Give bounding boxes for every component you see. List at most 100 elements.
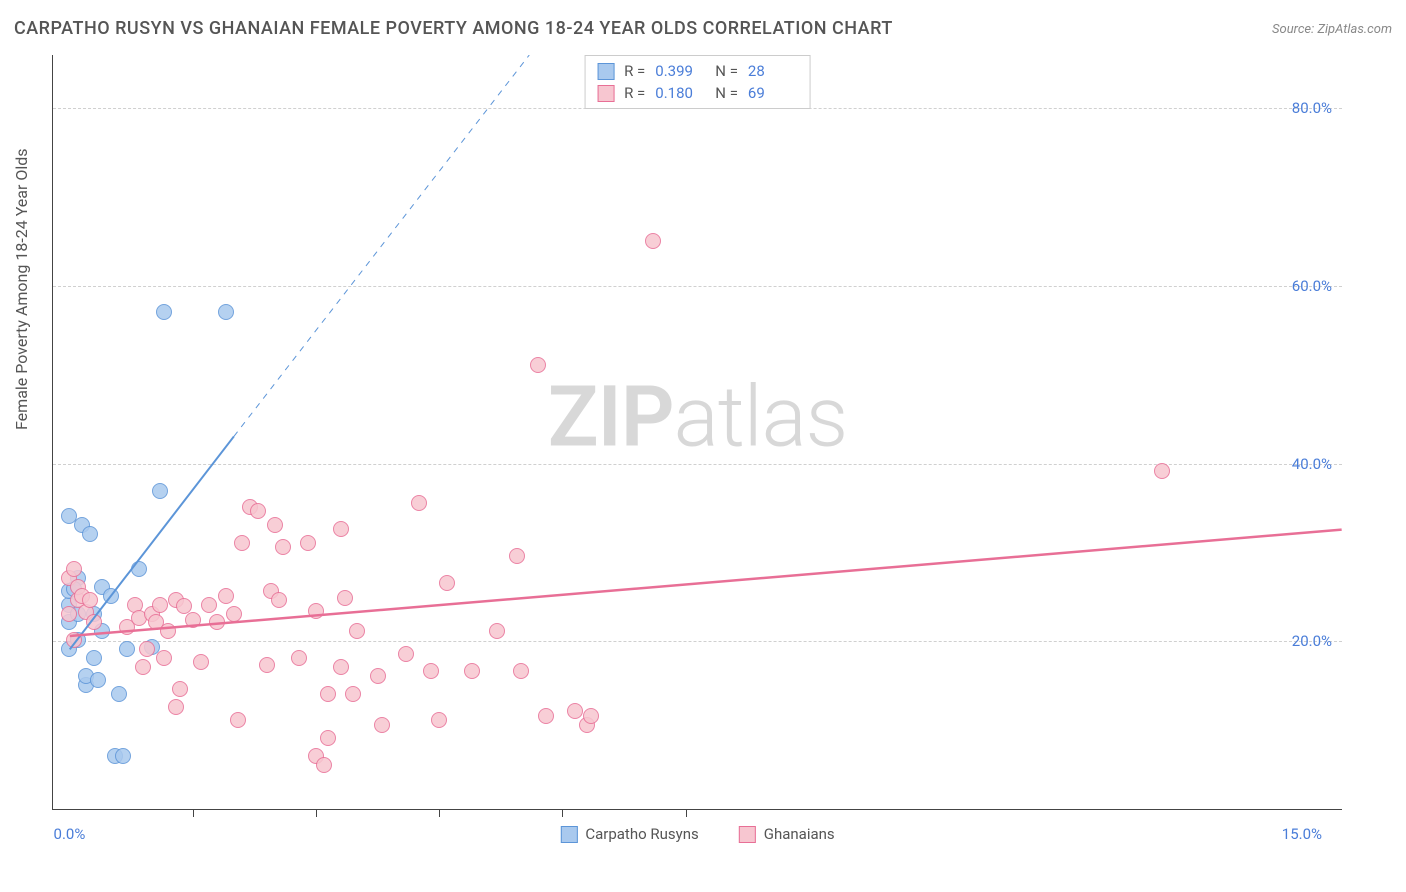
r-label: R = [624, 84, 645, 102]
data-point [370, 668, 386, 684]
x-tick-mark [316, 809, 317, 817]
legend-item: Carpatho Rusyns [560, 825, 698, 843]
data-point [226, 606, 242, 622]
data-point [530, 357, 546, 373]
source-prefix: Source: [1272, 22, 1317, 37]
data-point [234, 535, 250, 551]
data-point [115, 748, 131, 764]
x-tick-mark [562, 809, 563, 817]
x-tick-mark [193, 809, 194, 817]
data-point [411, 495, 427, 511]
watermark: ZIPatlas [548, 367, 847, 466]
x-tick-label: 0.0% [54, 825, 86, 843]
legend-stat-row: R =0.399N =28 [597, 60, 798, 82]
grid-line [53, 464, 1342, 465]
data-point [131, 561, 147, 577]
source-attribution: Source: ZipAtlas.com [1272, 22, 1392, 37]
data-point [538, 708, 554, 724]
legend-label: Ghanaians [764, 825, 835, 843]
data-point [201, 597, 217, 613]
data-point [583, 708, 599, 724]
data-point [267, 517, 283, 533]
r-value: 0.180 [655, 84, 705, 102]
data-point [398, 646, 414, 662]
data-point [193, 654, 209, 670]
data-point [333, 521, 349, 537]
data-point [82, 526, 98, 542]
data-point [349, 623, 365, 639]
data-point [291, 650, 307, 666]
series-legend: Carpatho Rusyns Ghanaians [560, 825, 834, 843]
n-value: 28 [748, 62, 798, 80]
trend-lines-layer [53, 55, 1342, 809]
legend-swatch [597, 63, 614, 80]
data-point [160, 623, 176, 639]
y-tick-mark [52, 464, 53, 472]
y-axis-label: Female Poverty Among 18-24 Year Olds [12, 148, 31, 430]
chart-title: CARPATHO RUSYN VS GHANAIAN FEMALE POVERT… [14, 18, 893, 39]
data-point [423, 663, 439, 679]
y-tick-label: 60.0% [1292, 277, 1347, 295]
data-point [66, 632, 82, 648]
data-point [86, 650, 102, 666]
data-point [209, 614, 225, 630]
n-value: 69 [748, 84, 798, 102]
data-point [139, 641, 155, 657]
data-point [275, 539, 291, 555]
data-point [439, 575, 455, 591]
data-point [218, 304, 234, 320]
data-point [86, 614, 102, 630]
data-point [172, 681, 188, 697]
y-tick-label: 80.0% [1292, 99, 1347, 117]
data-point [300, 535, 316, 551]
data-point [66, 561, 82, 577]
n-label: N = [715, 62, 738, 80]
trend-line-extrapolation [234, 55, 529, 436]
grid-line [53, 641, 1342, 642]
data-point [152, 483, 168, 499]
source-name: ZipAtlas.com [1317, 22, 1392, 37]
data-point [513, 663, 529, 679]
correlation-legend: R = 0.399 N = 28 R = 0.180 N = 69 [584, 55, 811, 109]
x-tick-label: 15.0% [1282, 825, 1322, 843]
data-point [489, 623, 505, 639]
x-tick-mark [686, 809, 687, 817]
r-value: 0.399 [655, 62, 705, 80]
data-point [374, 717, 390, 733]
legend-item: Ghanaians [739, 825, 835, 843]
data-point [308, 603, 324, 619]
data-point [645, 233, 661, 249]
y-tick-mark [52, 108, 53, 116]
legend-stat-row: R = 0.180 N = 69 [597, 82, 798, 104]
data-point [333, 659, 349, 675]
trend-line [70, 530, 1342, 636]
data-point [230, 712, 246, 728]
data-point [320, 686, 336, 702]
data-point [103, 588, 119, 604]
data-point [218, 588, 234, 604]
data-point [152, 597, 168, 613]
data-point [119, 641, 135, 657]
legend-swatch [739, 826, 756, 843]
watermark-bold: ZIP [548, 367, 674, 466]
data-point [90, 672, 106, 688]
legend-swatch [597, 85, 614, 102]
data-point [156, 650, 172, 666]
y-tick-label: 40.0% [1292, 455, 1347, 473]
n-label: N = [715, 84, 738, 102]
watermark-light: atlas [674, 367, 848, 466]
y-tick-mark [52, 641, 53, 649]
data-point [345, 686, 361, 702]
data-point [185, 612, 201, 628]
data-point [156, 304, 172, 320]
legend-label: Carpatho Rusyns [585, 825, 698, 843]
scatter-plot: ZIPatlas R =0.399N =28R =0.180N =69 Carp… [52, 55, 1342, 810]
data-point [259, 657, 275, 673]
grid-line [53, 286, 1342, 287]
legend-swatch [560, 826, 577, 843]
data-point [1154, 463, 1170, 479]
data-point [431, 712, 447, 728]
data-point [271, 592, 287, 608]
data-point [82, 592, 98, 608]
data-point [567, 703, 583, 719]
